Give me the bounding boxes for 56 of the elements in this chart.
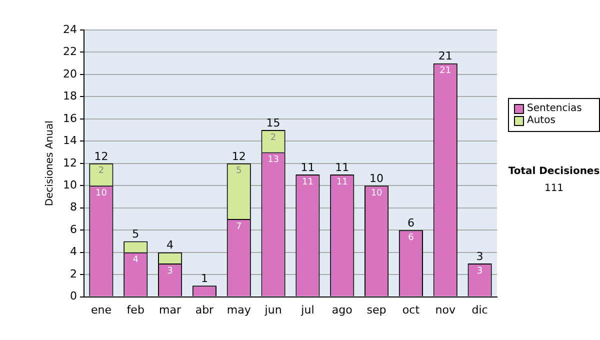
y-tick-label: 20	[62, 67, 77, 80]
text: 111	[543, 183, 565, 194]
data-label: 21	[440, 66, 452, 76]
x-tick-label: mar	[159, 303, 182, 316]
data-label: 13	[268, 155, 280, 166]
x-tick-label: may	[226, 303, 252, 316]
y-tick-label: 14	[62, 134, 77, 148]
data-label: 11	[302, 177, 314, 188]
data-label: 4	[132, 255, 139, 266]
y-tick-label: 24	[62, 22, 77, 36]
y-tick-label: 6	[70, 222, 77, 236]
data-label: 6	[408, 232, 414, 243]
x-tick-label: feb	[126, 303, 144, 316]
y-tick-label: 22	[62, 45, 77, 58]
data-label: 2	[270, 132, 276, 143]
total-label: 11	[300, 160, 315, 174]
y-tick-label: 18	[62, 90, 77, 103]
y-tick-label: 8	[70, 200, 77, 214]
total-label: 5	[132, 228, 140, 241]
total-label: 15	[266, 116, 280, 130]
y-tick-label: 10	[62, 178, 77, 192]
y-tick-label: 0	[70, 290, 77, 303]
y-tick-label: 16	[62, 112, 77, 125]
legend-label: Autos	[527, 115, 556, 127]
text: Total Decisiones	[508, 166, 600, 177]
total-label: 12	[94, 150, 108, 163]
data-label: 3	[167, 266, 173, 276]
total-label: 12	[232, 150, 246, 163]
x-tick-label: nov	[435, 303, 456, 316]
total-label: 3	[476, 250, 484, 263]
y-tick-label: 4	[70, 245, 77, 258]
total-label: 10	[370, 172, 384, 185]
x-tick-label: jun	[264, 303, 282, 316]
x-tick-label: ene	[90, 303, 112, 316]
data-label: 7	[236, 222, 242, 232]
data-label: 11	[336, 177, 348, 188]
total-label: 1	[200, 272, 208, 286]
total-label: 4	[166, 238, 174, 252]
total-label: 6	[407, 216, 414, 230]
legend-label: Sentencias	[527, 103, 582, 115]
data-label: 3	[476, 266, 483, 276]
data-label: 5	[236, 166, 242, 176]
y-tick-label: 12	[62, 156, 77, 170]
x-tick-label: abr	[195, 303, 214, 316]
data-label: 2	[98, 166, 104, 176]
x-tick-label: sep	[366, 303, 386, 316]
x-tick-label: jul	[300, 303, 314, 316]
x-tick-label: dic	[472, 303, 488, 316]
y-tick-label: 2	[70, 267, 77, 280]
total-label: 11	[335, 160, 350, 174]
total-label: 21	[438, 50, 452, 63]
x-tick-label: ago	[332, 303, 353, 316]
y-axis-title: Decisiones Anual	[44, 120, 56, 206]
data-label: 10	[95, 188, 108, 198]
x-tick-label: oct	[402, 303, 420, 316]
data-label: 10	[370, 188, 383, 198]
